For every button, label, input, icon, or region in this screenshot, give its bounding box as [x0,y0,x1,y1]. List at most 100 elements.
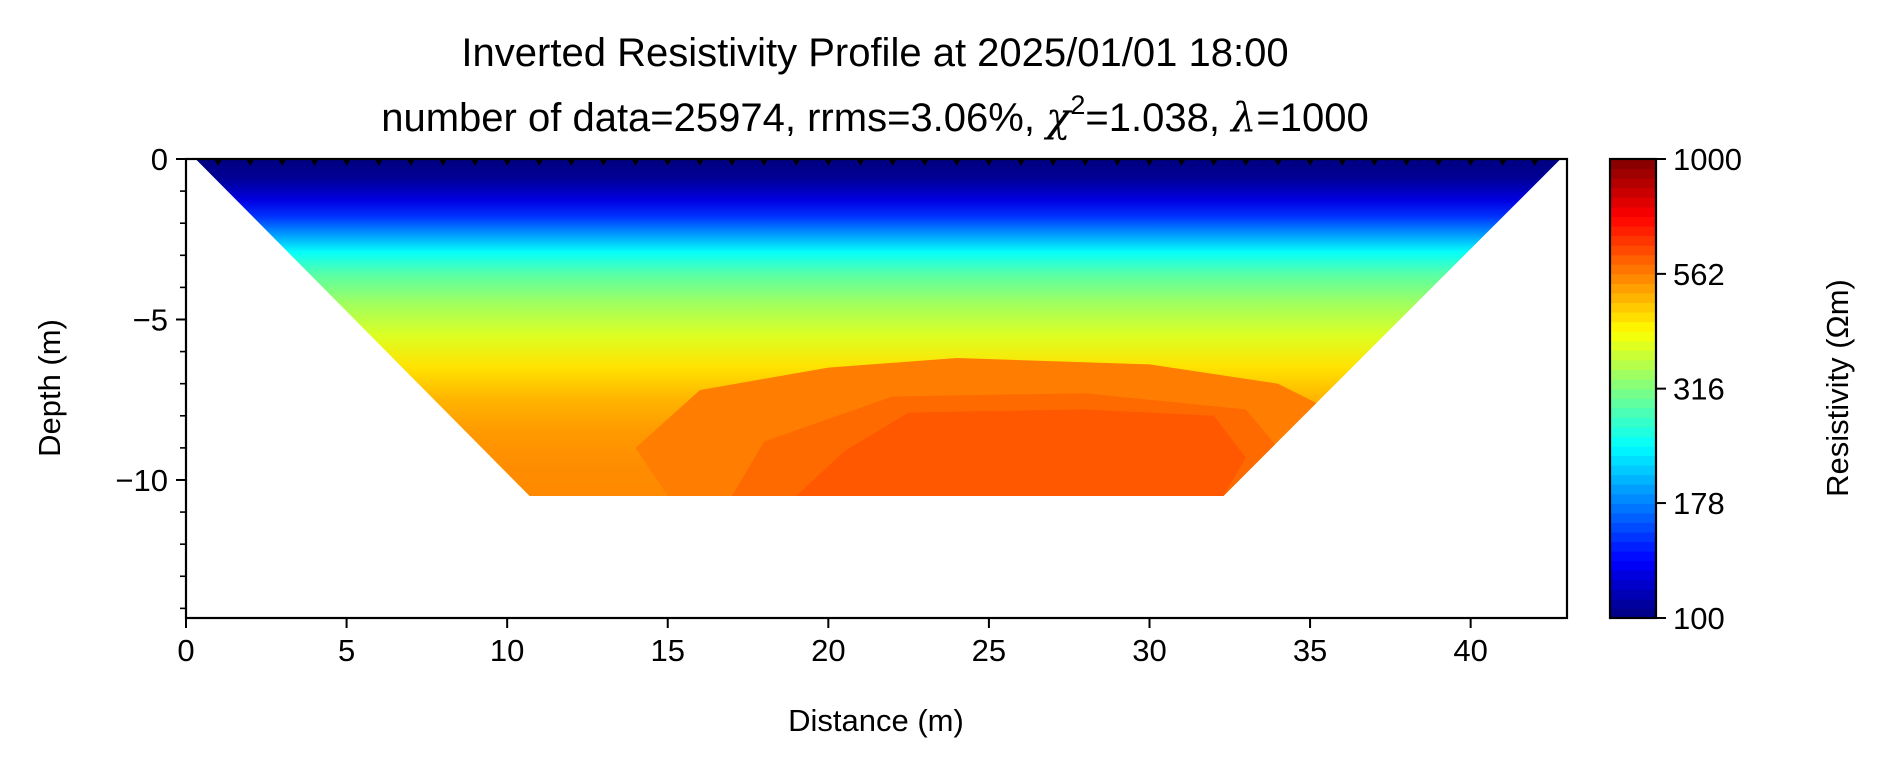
deep-zones [635,358,1343,496]
colorbar-band [1610,302,1656,313]
electrode-marker [1434,159,1443,166]
electrode-marker [1498,159,1507,166]
x-tick-label: 0 [177,633,194,668]
colorbar-band [1610,378,1656,390]
electrode-marker [1530,159,1539,166]
colorbar-band [1610,589,1656,600]
electrode-marker [310,159,319,166]
colorbar-band [1610,455,1656,466]
plot-area [184,157,1569,620]
colorbar-band [1610,484,1656,495]
electrode-marker [278,159,287,166]
electrode-marker [342,159,351,166]
electrode-marker [374,159,383,166]
colorbar-band [1610,426,1656,437]
colorbar-tick-label: 178 [1673,486,1725,521]
chi-value: =1.038, [1085,96,1231,140]
x-tick-label: 40 [1453,633,1487,668]
electrode-marker [695,159,704,166]
colorbar-band [1610,531,1656,543]
x-axis-label: Distance (m) [788,703,964,738]
colorbar-band [1610,159,1656,170]
colorbar-band [1610,340,1656,351]
chi-symbol: χ [1043,95,1073,141]
x-tick-label: 35 [1293,633,1327,668]
colorbar-band [1610,407,1656,418]
colorbar-band [1610,206,1656,217]
colorbar-band [1610,235,1656,246]
colorbar-band [1610,398,1656,409]
electrode-marker [1274,159,1282,166]
colorbar-band [1610,465,1656,476]
y-tick-label: −10 [115,463,168,498]
colorbar-tick-label: 1000 [1673,142,1742,177]
colorbar: 100 178 316 562 1000 Resistivity (Ωm) [1608,142,1855,636]
electrode-marker [824,159,833,166]
electrode-marker [1113,159,1122,166]
colorbar-band [1610,359,1656,370]
electrode-marker [1306,159,1315,166]
chart-title: Inverted Resistivity Profile at 2025/01/… [461,31,1288,75]
colorbar-band [1610,560,1656,571]
x-tick-label: 30 [1132,633,1166,668]
electrode-marker [792,159,801,166]
electrode-marker [760,159,769,166]
x-tick-label: 20 [811,633,845,668]
electrode-marker [888,159,897,166]
x-tick-label: 15 [651,633,685,668]
colorbar-band [1610,197,1656,208]
colorbar-tick-label: 316 [1673,372,1725,407]
x-tick-label: 5 [338,633,355,668]
colorbar-band [1610,168,1656,179]
electrode-marker [406,159,415,166]
colorbar-bands [1610,159,1656,619]
deep-zone-2 [796,409,1246,496]
colorbar-band [1610,331,1656,342]
colorbar-ticks: 100 178 316 562 1000 [1656,142,1742,636]
electrode-marker [1017,159,1025,166]
colorbar-band [1610,388,1656,399]
colorbar-band [1610,493,1656,504]
colorbar-band [1610,522,1656,533]
colorbar-band [1610,474,1656,485]
x-tick-label: 10 [490,633,524,668]
plot-frame [184,157,1569,620]
colorbar-band [1610,417,1656,428]
electrode-marker [1049,159,1058,166]
x-axis: 0 5 10 15 20 25 30 35 40 [177,618,1488,668]
electrode-marker [1177,159,1186,166]
colorbar-band [1610,292,1656,304]
colorbar-band [1610,512,1656,523]
chi-exponent: 2 [1070,90,1085,120]
electrode-marker [471,159,479,166]
electrode-marker [728,159,736,166]
colorbar-label: Resistivity (Ωm) [1820,279,1855,497]
colorbar-band [1610,608,1656,619]
colorbar-band [1610,445,1656,457]
colorbar-band [1610,551,1656,562]
lambda-symbol: λ [1229,95,1256,141]
colorbar-band [1610,350,1656,361]
electrode-marker [1370,159,1379,166]
electrode-marker [1081,159,1090,166]
electrode-marker [1241,159,1250,166]
colorbar-band [1610,503,1656,514]
electrode-marker [246,159,255,166]
y-axis-label: Depth (m) [32,319,67,457]
electrode-marker [1145,159,1154,166]
lambda-value: =1000 [1256,96,1368,140]
colorbar-band [1610,541,1656,552]
electrode-marker [503,159,512,166]
colorbar-tick-label: 100 [1673,601,1725,636]
subtitle-prefix: number of data=25974, rrms=3.06%, [381,96,1046,140]
colorbar-band [1610,369,1656,380]
electrode-marker [1402,159,1411,166]
colorbar-band [1610,225,1656,237]
electrode-marker [663,159,672,166]
colorbar-band [1610,187,1656,198]
electrode-marker [631,159,640,166]
electrode-marker [535,159,544,166]
y-tick-label: −5 [133,302,168,337]
colorbar-band [1610,283,1656,294]
